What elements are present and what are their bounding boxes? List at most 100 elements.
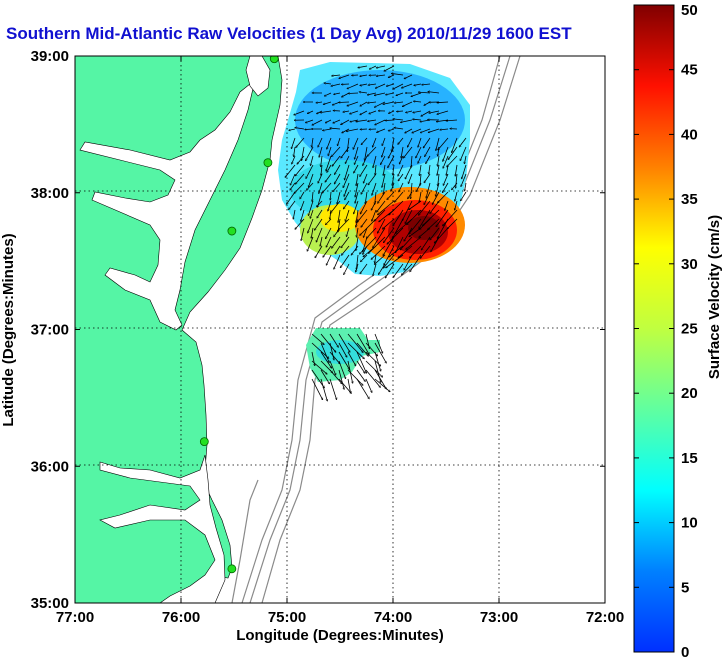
- velocity-arrow: [361, 137, 368, 145]
- velocity-arrow: [295, 128, 305, 130]
- velocity-arrow: [368, 83, 377, 85]
- velocity-arrow: [428, 128, 440, 132]
- y-axis-label: Latitude (Degrees:Minutes): [0, 233, 17, 426]
- velocity-arrow: [325, 119, 332, 123]
- velocity-arrow: [360, 200, 368, 214]
- velocity-arrow: [320, 333, 336, 352]
- velocity-arrow: [438, 137, 449, 150]
- velocity-arrow: [419, 191, 422, 202]
- map-area: [75, 56, 605, 603]
- velocity-arrow: [360, 263, 368, 274]
- velocity-arrow: [384, 65, 395, 71]
- velocity-arrow: [333, 182, 341, 192]
- velocity-arrow: [333, 119, 341, 123]
- velocity-arrow: [382, 146, 386, 157]
- velocity-arrow: [319, 146, 323, 157]
- velocity-arrow: [337, 137, 341, 146]
- velocity-arrow: [437, 102, 449, 103]
- radar-station: [199, 437, 209, 447]
- velocity-arrow: [388, 146, 395, 158]
- velocity-arrow: [430, 227, 440, 240]
- velocity-arrow: [428, 218, 440, 230]
- velocity-arrow: [380, 155, 386, 165]
- velocity-arrow: [376, 74, 386, 76]
- velocity-arrow: [341, 236, 350, 248]
- velocity-arrow: [305, 146, 314, 161]
- velocity-arrow: [434, 227, 449, 243]
- velocity-arrow: [404, 74, 413, 79]
- velocity-arrow: [372, 137, 377, 147]
- velocity-arrow: [356, 351, 367, 373]
- velocity-arrow: [411, 182, 413, 199]
- velocity-arrow: [367, 102, 377, 103]
- pamlico-sound: [99, 454, 226, 603]
- velocity-arrow: [383, 101, 395, 104]
- velocity-arrow: [332, 155, 341, 166]
- velocity-arrow: [366, 227, 377, 238]
- velocity-arrow: [363, 245, 368, 254]
- velocity-arrow: [368, 236, 386, 253]
- velocity-arrow: [356, 360, 365, 373]
- velocity-arrow: [401, 83, 413, 88]
- velocity-arrow: [394, 102, 404, 103]
- colorbar-tick-label: 20: [681, 385, 698, 402]
- velocity-arrow: [447, 155, 458, 167]
- velocity-arrow: [438, 173, 440, 186]
- chart-title: Southern Mid-Atlantic Raw Velocities (1 …: [6, 24, 572, 43]
- velocity-arrow: [392, 173, 395, 185]
- velocity-arrow: [315, 245, 323, 258]
- chesapeake-bay: [79, 79, 256, 331]
- velocity-arrow: [351, 245, 359, 255]
- velocity-arrow: [375, 119, 386, 125]
- velocity-arrow: [398, 137, 404, 144]
- velocity-arrow: [300, 191, 305, 199]
- velocity-arrow: [347, 101, 359, 106]
- velocity-arrow: [396, 92, 404, 95]
- velocity-arrow: [338, 369, 344, 389]
- velocity-arrow: [389, 245, 404, 257]
- velocity-arrow: [285, 164, 296, 177]
- velocity-arrow: [294, 182, 305, 193]
- velocity-arrow: [413, 101, 422, 102]
- velocity-arrow: [301, 227, 305, 241]
- velocity-arrow: [330, 191, 331, 200]
- velocity-arrow: [357, 209, 368, 222]
- velocity-arrow: [314, 218, 323, 230]
- velocity-arrow: [329, 369, 342, 384]
- velocity-arrow: [365, 191, 368, 204]
- velocity-arrow: [421, 236, 431, 250]
- velocity-arrow: [391, 182, 395, 191]
- velocity-arrow: [311, 378, 323, 400]
- x-tick-label: 76:00: [162, 609, 200, 626]
- velocity-arrow: [406, 236, 422, 249]
- velocity-arrow: [418, 155, 422, 163]
- velocity-arrow: [371, 245, 386, 259]
- velocity-arrow: [330, 209, 332, 219]
- velocity-arrow: [387, 227, 404, 244]
- velocity-arrow: [347, 333, 363, 353]
- velocity-arrow: [465, 182, 467, 191]
- velocity-arrow: [331, 236, 341, 248]
- velocity-arrow: [354, 164, 359, 173]
- velocity-arrow: [461, 173, 467, 187]
- velocity-arrow: [419, 209, 431, 229]
- velocity-arrow: [412, 128, 422, 133]
- x-tick-label: 73:00: [480, 609, 518, 626]
- velocity-arrow: [347, 342, 364, 359]
- velocity-arrow: [290, 173, 296, 185]
- velocity-arrow: [428, 92, 440, 94]
- velocity-arrow: [400, 236, 413, 250]
- velocity-arrow: [320, 110, 332, 113]
- velocity-arrow: [291, 137, 296, 149]
- colorbar-tick-label: 5: [681, 579, 689, 596]
- velocity-arrow: [437, 164, 440, 175]
- radar-station: [269, 56, 279, 64]
- velocity-arrow: [360, 101, 368, 106]
- velocity-arrow: [360, 236, 377, 254]
- velocity-arrow: [295, 164, 305, 176]
- velocity-arrow: [401, 146, 404, 158]
- velocity-arrow: [286, 191, 296, 204]
- velocity-arrow: [318, 137, 323, 147]
- velocity-arrow: [443, 173, 449, 185]
